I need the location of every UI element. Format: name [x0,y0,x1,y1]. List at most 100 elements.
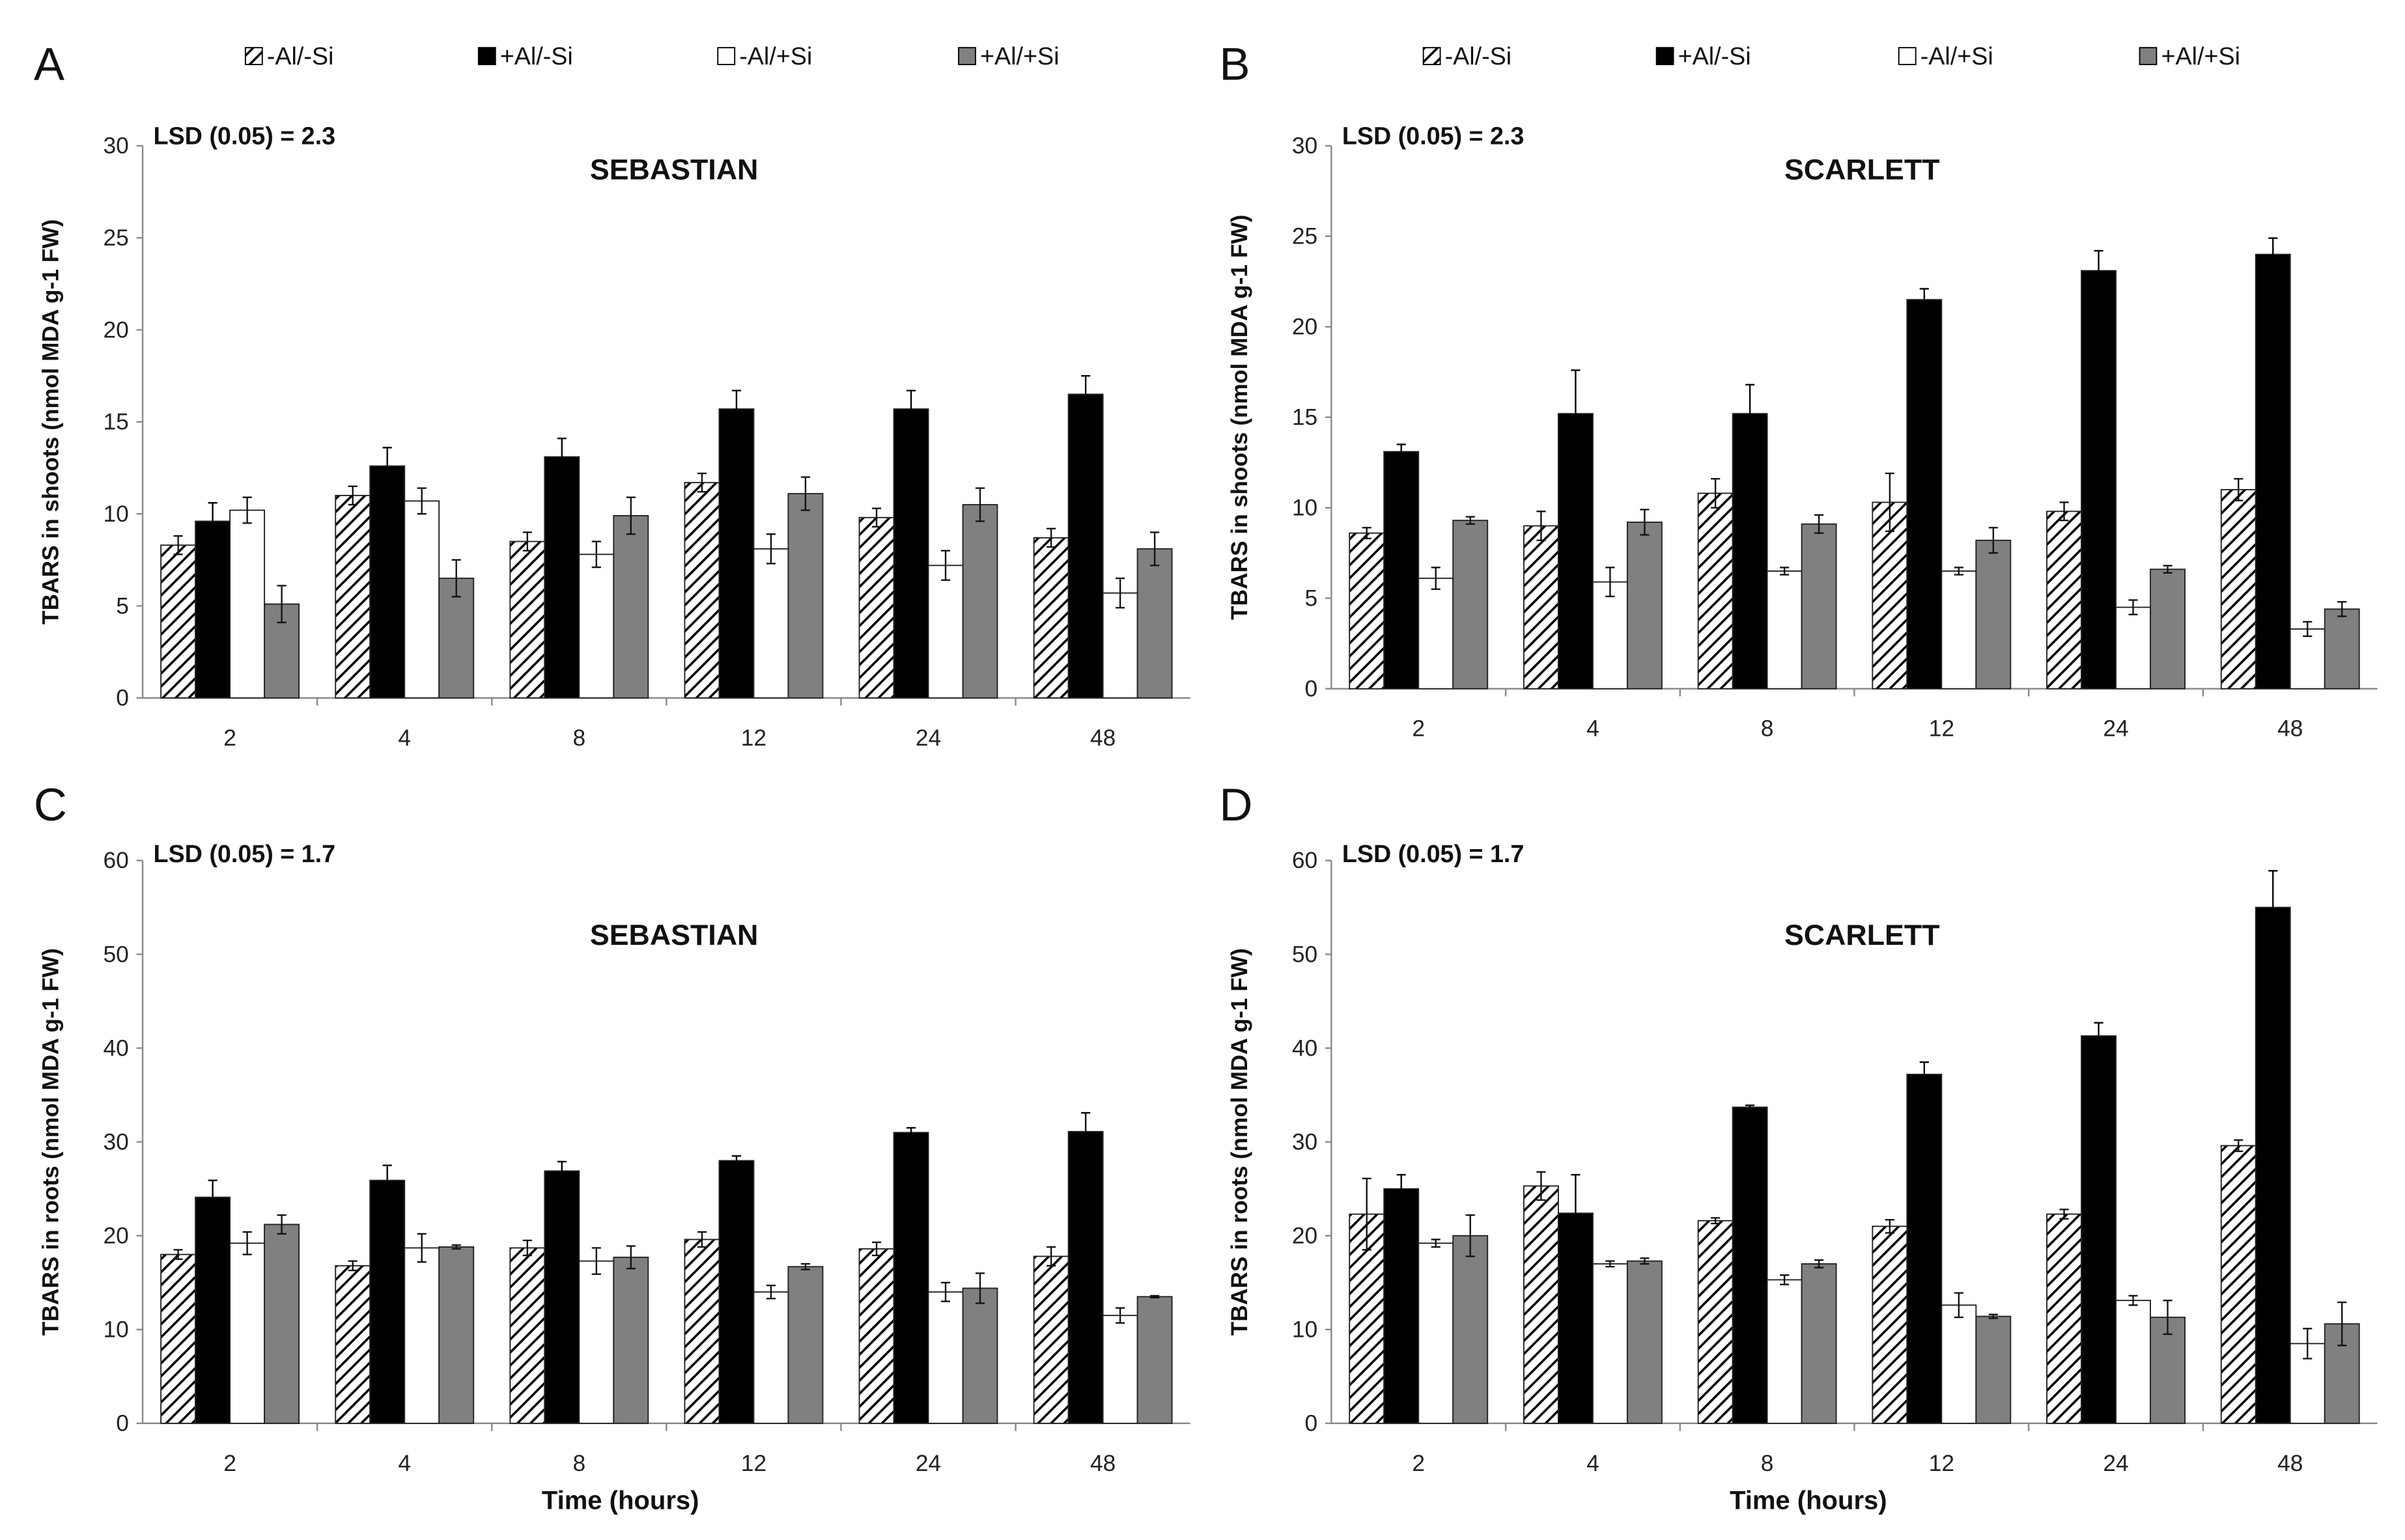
legend-item: +Al/+Si [2139,42,2240,70]
bar-al-si [160,544,197,699]
bar-al-si [2150,1317,2186,1424]
x-tick-label: 2 [223,725,236,751]
legend-swatch [477,47,496,66]
bar-al-si [264,1224,300,1424]
panel-d: D 0 10 20 30 40 50 60 TBARS in roots (nmol MDA g… [1219,779,2378,1515]
bar-al-si [1418,578,1454,690]
bar-al-si [578,553,615,699]
legend-swatch [2139,47,2158,66]
bar-al-si [1906,1073,1943,1424]
legend-label: -Al/-Si [267,42,334,70]
bar-al-si [2081,1035,2117,1424]
y-tick-label: 30 [104,133,129,159]
y-tick-label: 30 [1292,133,1317,159]
y-tick-label: 10 [104,1317,129,1343]
bar-al-si [2046,1213,2082,1424]
bar-al-si [1697,492,1734,690]
bar-al-si [1136,1296,1173,1424]
bar-al-si [927,1291,964,1424]
legend-label: +Al/-Si [500,42,573,70]
bar-al-si [2115,1300,2151,1424]
x-tick-label: 2 [1412,716,1425,742]
y-tick-label: 60 [1292,848,1317,873]
bar-al-si [369,1179,406,1424]
bar-al-si [2150,568,2186,690]
y-tick-label: 20 [104,317,129,343]
x-tick-label: 24 [2103,1451,2128,1476]
x-tick-label: 4 [1586,1451,1599,1476]
x-tick-label: 4 [1586,716,1599,742]
bar-al-si [1732,413,1768,690]
legend-item: +Al/-Si [1655,42,1751,70]
bar-al-si [1102,1315,1138,1424]
x-tick-label: 24 [916,1451,941,1476]
legend-label: +Al/-Si [1678,42,1751,70]
bar-al-si [2220,1145,2257,1424]
bar-al-si [2255,906,2291,1424]
y-tick-label: 30 [104,1129,129,1155]
bar-al-si [1732,1106,1768,1424]
bar-al-si [927,565,964,699]
y-tick-label: 0 [1305,676,1318,701]
lsd-annotation: LSD (0.05) = 1.7 [154,840,336,867]
legend-item: -Al/+Si [717,42,812,70]
x-tick-label: 8 [1761,1451,1774,1476]
bar-al-si [509,540,546,699]
bar-al-si [404,1247,440,1424]
bar-al-si [544,1170,580,1424]
panel-a: A -Al/-Si +Al/-Si -Al/+Si +Al/+Si 0 5 10 15 20 25 3… [34,38,1190,751]
bar-al-si [1592,1263,1628,1424]
lsd-annotation: LSD (0.05) = 2.3 [154,122,336,150]
y-tick-label: 0 [116,686,129,711]
x-tick-label: 4 [398,725,411,751]
y-tick-label: 40 [1292,1035,1317,1061]
bar-al-si [858,1248,895,1424]
bar-al-si [1523,1185,1559,1424]
cultivar-title: SEBASTIAN [590,919,759,951]
legend-item: -Al/-Si [244,42,334,70]
bar-al-si [1975,1315,2012,1424]
y-tick-label: 5 [116,593,129,619]
x-tick-label: 8 [572,1451,585,1476]
x-tick-label: 12 [741,725,767,751]
bar-al-si [684,482,720,699]
bar-al-si [684,1239,720,1424]
bar-al-si [1452,1235,1489,1424]
y-tick-label: 20 [104,1223,129,1248]
x-tick-label: 48 [2277,716,2303,742]
x-tick-label: 48 [1090,725,1116,751]
bar-al-si [962,1287,998,1424]
bar-al-si [1801,1263,1837,1424]
legend-swatch [244,47,263,66]
y-tick-label: 20 [1292,315,1317,340]
y-tick-label: 10 [1292,496,1317,521]
bar-al-si [1941,570,1977,690]
bar-al-si [962,504,998,699]
panel-letter: C [34,779,67,830]
bar-al-si [613,515,649,699]
bar-al-si [544,456,580,699]
bar-al-si [195,1196,231,1424]
y-tick-label: 5 [1305,585,1318,611]
bar-al-si [2081,270,2117,690]
bar-al-si [335,494,371,699]
bar-al-si [1801,523,1837,690]
y-tick-label: 10 [104,501,129,527]
legend-item: +Al/-Si [477,42,573,70]
bar-al-si [1033,1255,1069,1424]
y-tick-label: 20 [1292,1223,1317,1248]
bar-al-si [369,465,406,699]
bar-al-si [229,1242,266,1424]
panel-letter: D [1219,779,1252,830]
bar-al-si [404,500,440,699]
bar-al-si [893,1132,929,1424]
bar-al-si [229,509,266,699]
bar-al-si [1452,520,1489,690]
bar-al-si [2046,511,2082,690]
y-tick-label: 0 [1305,1411,1318,1436]
legend-item: -Al/-Si [1422,42,1512,70]
x-tick-label: 12 [741,1451,767,1476]
panel-letter: A [34,38,64,90]
bar-al-si [1136,548,1173,699]
